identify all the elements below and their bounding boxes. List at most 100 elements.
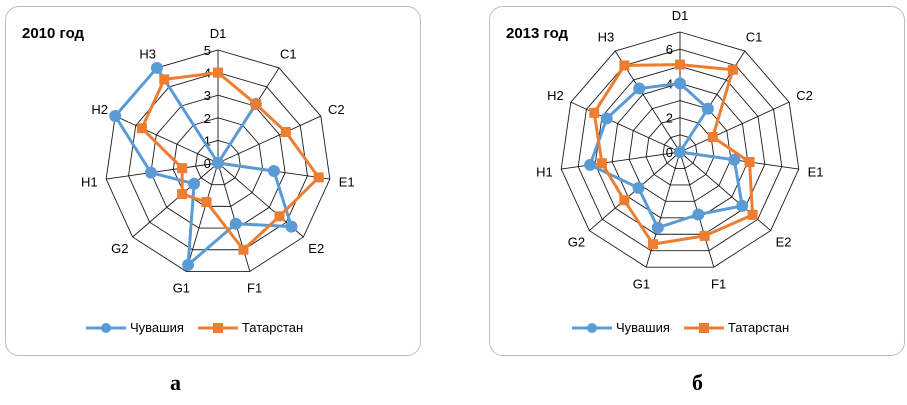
series-line (592, 63, 755, 246)
legend-label: Татарстан (241, 320, 304, 335)
category-label: H3 (598, 30, 615, 45)
legend-marker-square-icon (197, 322, 238, 333)
category-label: C2 (796, 88, 813, 103)
category-label: F1 (247, 281, 262, 296)
legend-marker-square-icon (683, 322, 724, 333)
legend-marker-circle-icon (86, 322, 126, 333)
grid-ring (594, 65, 766, 235)
data-point (736, 199, 749, 212)
data-point (692, 208, 705, 221)
radial-tick-label: 0 (666, 145, 673, 160)
series-tatarstan (589, 59, 758, 250)
chart-title-2010: 2010 год (22, 25, 85, 42)
legend-marker-circle-icon (572, 322, 612, 333)
grid-ring (195, 139, 241, 186)
category-label: G1 (633, 276, 650, 291)
data-point (651, 221, 664, 234)
data-point (728, 153, 741, 166)
category-label: G2 (111, 241, 128, 256)
grid-spoke (679, 101, 790, 153)
data-point (229, 217, 242, 230)
data-point (633, 82, 646, 95)
data-point (238, 244, 249, 255)
data-point (280, 127, 291, 138)
radial-tick-label: 6 (666, 42, 673, 57)
chart-title-2013: 2013 год (506, 25, 569, 42)
data-point (177, 189, 188, 200)
data-point (182, 258, 195, 271)
series-tatarstan (136, 67, 324, 255)
data-point (274, 211, 285, 222)
category-label: H1 (536, 164, 553, 179)
series-line (588, 81, 744, 230)
grid-ring (577, 48, 783, 252)
category-label: F1 (711, 276, 726, 291)
category-label: C1 (280, 47, 297, 62)
category-label: H2 (547, 88, 564, 103)
grid-ring (611, 82, 749, 219)
category-label: H2 (91, 102, 108, 117)
series-line (113, 66, 293, 267)
radial-tick-label: 1 (204, 133, 211, 148)
radial-tick-label: 5 (204, 43, 211, 58)
radial-tick-label: 0 (204, 156, 211, 171)
data-point (267, 165, 280, 178)
data-point (744, 157, 755, 168)
grid-spoke (132, 162, 219, 238)
grid-spoke (106, 162, 219, 180)
category-label: C1 (746, 30, 763, 45)
data-point (632, 181, 645, 194)
grid-ring (560, 31, 800, 268)
grid-ring (128, 72, 308, 251)
legend-entry-chuvashia: Чувашия (86, 320, 184, 335)
data-point (144, 166, 157, 179)
radial-tick-label: 2 (204, 111, 211, 126)
category-label: E1 (339, 175, 355, 190)
legend-2013: Чувашия Татарстан (572, 320, 803, 335)
chart-panel-2013: 0 2 4 6 D1 C1 C2 E1 E2 F1 G1 G2 H1 H2 H3 2013 год Чува… (489, 6, 905, 356)
data-point (747, 209, 758, 220)
legend-2010: Чувашия Татарстан (86, 320, 317, 335)
data-point (212, 157, 224, 169)
legend-entry-tatarstan: Татарстан (197, 320, 304, 335)
category-label: D1 (210, 26, 227, 41)
data-point (596, 158, 607, 169)
legend-entry-tatarstan: Татарстан (683, 320, 789, 335)
data-point (136, 123, 147, 134)
grid-spoke (561, 151, 681, 170)
data-point (619, 60, 630, 71)
category-label: G1 (173, 281, 190, 296)
legend-label: Чувашия (130, 320, 184, 335)
grid-spoke (217, 115, 321, 164)
radar-grid (105, 49, 331, 272)
data-point (707, 132, 718, 143)
category-label: E2 (776, 235, 792, 250)
data-point (177, 163, 188, 174)
caption-b: б (692, 370, 703, 395)
grid-ring (628, 100, 732, 202)
data-point (188, 177, 201, 190)
data-point (109, 110, 122, 123)
data-point (313, 172, 324, 183)
category-label: G2 (568, 235, 585, 250)
data-point (675, 59, 685, 70)
chart-panel-2010: 0 1 2 3 4 5 D1 C1 C2 E1 E2 F1 G1 G2 H1 H2 H3 2010 год Чу… (5, 6, 421, 356)
data-point (584, 158, 597, 171)
data-point (150, 61, 163, 74)
data-point (213, 67, 223, 78)
grid-spoke (185, 162, 219, 272)
grid-spoke (115, 115, 219, 164)
data-point (589, 107, 600, 118)
data-point (159, 74, 170, 85)
data-point (674, 77, 686, 90)
category-label: H1 (81, 175, 98, 190)
data-point (619, 195, 630, 206)
grid-ring (150, 94, 286, 229)
data-point (727, 64, 738, 75)
category-label: H3 (139, 47, 156, 62)
series-chuvashia (584, 77, 749, 234)
data-point (699, 230, 710, 241)
grid-spoke (570, 101, 681, 153)
